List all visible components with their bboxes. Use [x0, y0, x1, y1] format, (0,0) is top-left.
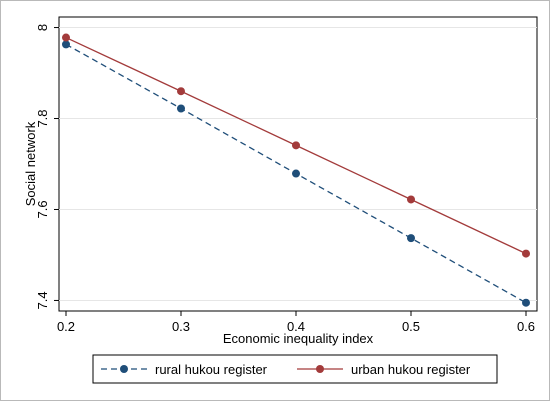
series-1-point: [62, 33, 70, 42]
x-tick-label: 0.2: [57, 319, 75, 334]
x-tick-label: 0.6: [517, 319, 535, 334]
axes: 7.4 7.6 7.8 8 0.2 0.3 0.4 0.5 0.6: [35, 24, 535, 334]
legend: rural hukou register urban hukou register: [92, 354, 498, 384]
series-0-point: [407, 234, 415, 243]
y-axis-title: Social network: [23, 121, 38, 206]
plot-area: [58, 16, 538, 312]
legend-box: [92, 354, 498, 384]
series-layer: [62, 33, 530, 307]
series-1-point: [177, 87, 185, 96]
x-tick-label: 0.3: [172, 319, 190, 334]
series-0-point: [62, 40, 70, 49]
y-tick-label: 8: [35, 24, 50, 31]
series-1-point: [407, 195, 415, 204]
series-1-point: [522, 249, 530, 258]
y-tick-label: 7.4: [35, 291, 50, 309]
y-tick-label: 7.6: [35, 200, 50, 218]
x-tick-label: 0.5: [402, 319, 420, 334]
x-tick-label: 0.4: [287, 319, 305, 334]
legend-marker-1: [316, 365, 324, 373]
series-0-point: [177, 104, 185, 113]
series-0-point: [292, 169, 300, 178]
legend-marker-0: [120, 365, 128, 373]
gridlines: [59, 27, 537, 301]
legend-label-1: urban hukou register: [351, 362, 471, 377]
series-1-point: [292, 141, 300, 150]
y-tick-label: 7.8: [35, 109, 50, 127]
legend-label-0: rural hukou register: [155, 362, 268, 377]
series-0-point: [522, 298, 530, 307]
x-axis-title: Economic inequality index: [223, 331, 374, 346]
